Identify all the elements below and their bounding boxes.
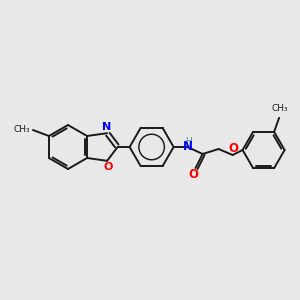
Text: O: O — [103, 162, 113, 172]
Text: CH₃: CH₃ — [272, 104, 288, 113]
Text: H: H — [185, 137, 192, 146]
Text: N: N — [103, 122, 112, 132]
Text: O: O — [189, 167, 199, 181]
Text: CH₃: CH₃ — [13, 124, 30, 134]
Text: N: N — [183, 140, 193, 154]
Text: O: O — [229, 142, 238, 155]
